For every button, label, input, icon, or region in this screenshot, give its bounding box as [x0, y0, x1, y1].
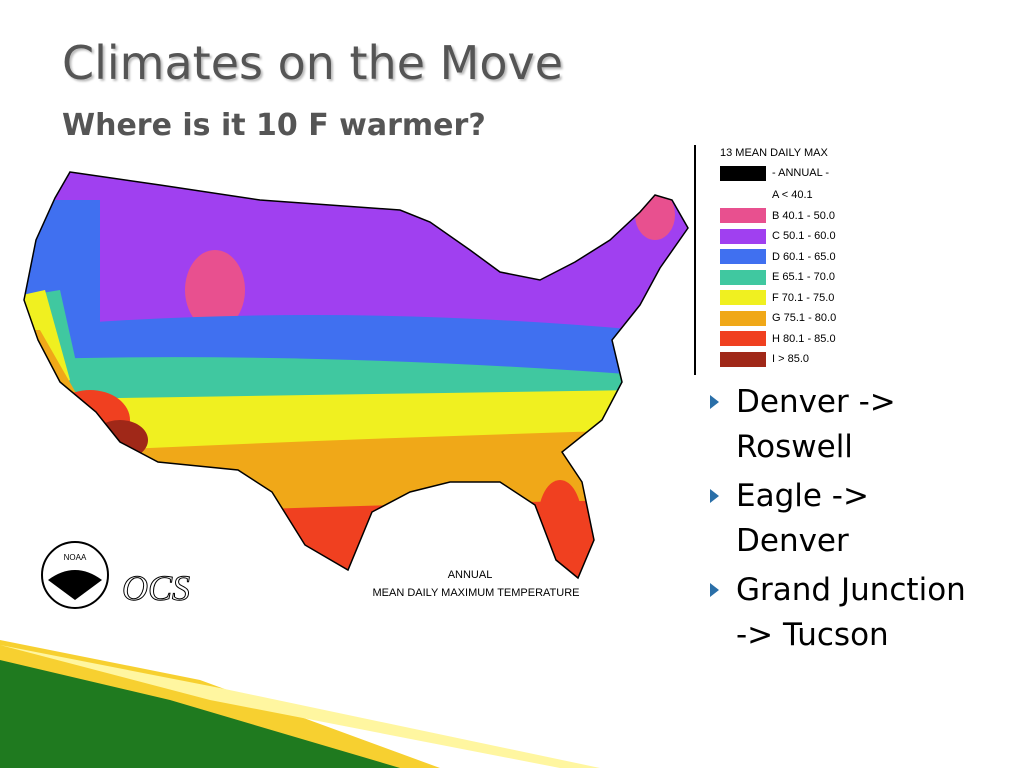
us-outline: [23, 171, 689, 580]
legend-item: D 60.1 - 65.0: [720, 249, 836, 265]
legend-subtitle: - ANNUAL -: [772, 167, 830, 179]
legend-item: I > 85.0: [720, 351, 809, 367]
legend-item: G 75.1 - 80.0: [720, 310, 836, 326]
legend-item: B 40.1 - 50.0: [720, 208, 835, 224]
legend-swatch: [720, 228, 766, 244]
legend-label: D 60.1 - 65.0: [772, 250, 836, 263]
bullet-list: Denver -> Roswell Eagle -> Denver Grand Ju…: [706, 380, 966, 662]
legend-item: A < 40.1: [720, 187, 813, 203]
legend-label: I > 85.0: [772, 353, 810, 365]
temperature-map: [24, 172, 688, 578]
legend-swatch: [720, 208, 766, 223]
legend-item: F 70.1 - 75.0: [720, 290, 834, 306]
decoration: [0, 645, 600, 768]
legend-swatch: [720, 269, 766, 285]
slide-title: Climates on the Move: [62, 36, 563, 90]
ocs-logo: OCS: [122, 568, 190, 608]
legend-swatch: [720, 249, 766, 264]
map-caption: ANNUAL: [448, 569, 493, 581]
legend-label: B 40.1 - 50.0: [772, 209, 835, 222]
bullet: Eagle -> Denver: [706, 474, 966, 564]
legend-subtitle-row: - ANNUAL -: [720, 165, 829, 181]
noaa-text: NOAA: [64, 553, 87, 562]
legend-swatch: [720, 310, 766, 326]
legend-item: H 80.1 - 85.0: [720, 331, 836, 347]
legend-title: 13 MEAN DAILY MAX: [720, 147, 828, 159]
legend-swatch: [720, 331, 766, 346]
legend-swatch: [720, 290, 766, 305]
map-caption: MEAN DAILY MAXIMUM TEMPERATURE: [373, 587, 580, 599]
legend-item: C 50.1 - 60.0: [720, 228, 836, 244]
legend-item: E 65.1 - 70.0: [720, 269, 835, 285]
legend-label: G 75.1 - 80.0: [772, 312, 837, 324]
bullet: Denver -> Roswell: [706, 380, 966, 470]
legend: 13 MEAN DAILY MAX - ANNUAL - A < 40.1 B 4…: [694, 145, 896, 375]
legend-swatch: [720, 351, 766, 367]
legend-label: A < 40.1: [772, 189, 813, 201]
legend-label: H 80.1 - 85.0: [772, 332, 836, 345]
slide-subtitle: Where is it 10 F warmer?: [62, 108, 486, 143]
legend-label: F 70.1 - 75.0: [772, 291, 835, 304]
legend-swatch: [720, 187, 766, 203]
legend-label: C 50.1 - 60.0: [772, 230, 836, 242]
bullet: Grand Junction -> Tucson: [706, 568, 966, 658]
legend-label: E 65.1 - 70.0: [772, 271, 835, 283]
legend-swatch: [720, 165, 766, 181]
